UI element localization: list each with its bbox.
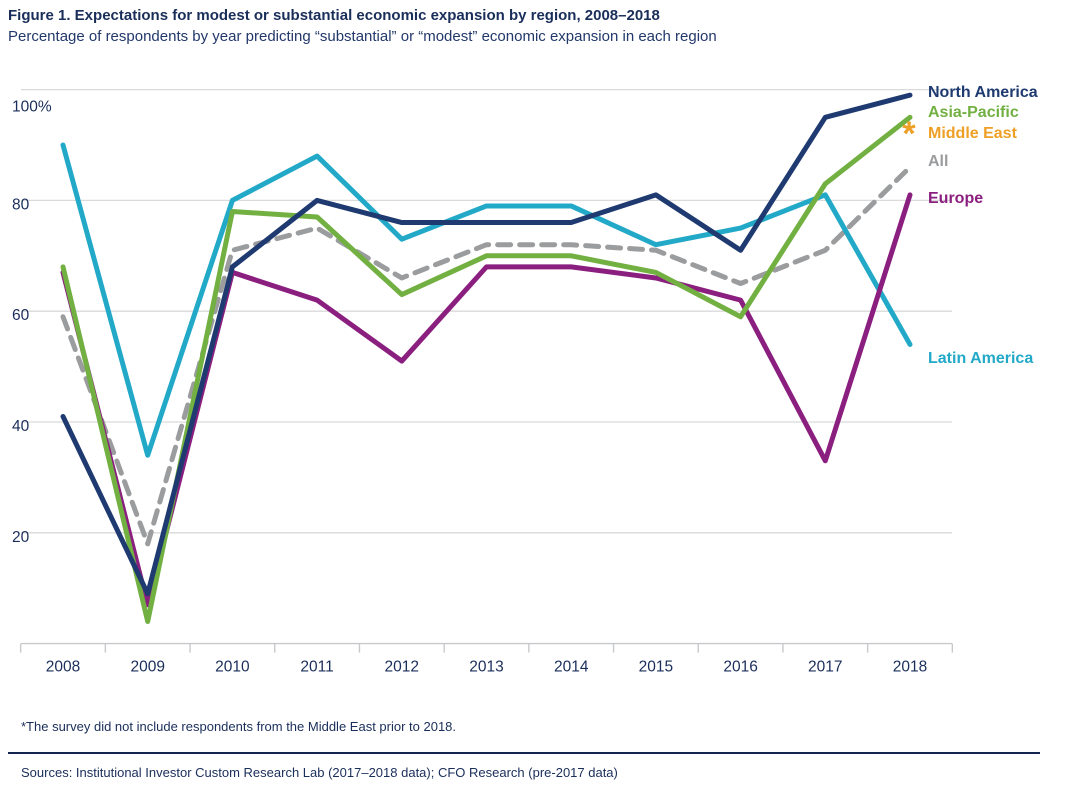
sources-line: Sources: Institutional Investor Custom R… (21, 765, 618, 780)
x-axis-label-2018: 2018 (893, 659, 927, 676)
x-axis-label-2015: 2015 (639, 659, 673, 676)
x-axis-label-2017: 2017 (808, 659, 842, 676)
x-axis-label-2013: 2013 (469, 659, 503, 676)
series-line-latin-america (60, 142, 913, 458)
x-axis-label-2011: 2011 (300, 659, 333, 676)
y-axis-label-60: 60 (12, 307, 30, 324)
figure-title: Figure 1. Expectations for modest or sub… (8, 7, 660, 24)
legend-label-north-america: North America (928, 84, 1038, 101)
figure-subtitle: Percentage of respondents by year predic… (8, 28, 717, 45)
footer-divider (8, 752, 1040, 754)
x-axis-label-2016: 2016 (723, 659, 757, 676)
y-axis-label-20: 20 (12, 529, 30, 546)
x-axis-label-2008: 2008 (46, 659, 80, 676)
chart-footnote: *The survey did not include respondents … (21, 719, 457, 734)
legend-label-latin-america: Latin America (928, 350, 1033, 367)
legend-label-middle-east: Middle East (928, 125, 1018, 142)
middle-east-marker: * (902, 115, 916, 153)
x-axis-label-2012: 2012 (385, 659, 419, 676)
legend-label-all: All (928, 153, 948, 170)
x-axis-label-2014: 2014 (554, 659, 589, 676)
y-axis-label-40: 40 (12, 418, 30, 435)
x-axis-label-2010: 2010 (215, 659, 250, 676)
x-axis-label-2009: 2009 (130, 659, 164, 676)
legend-label-asia-pacific: Asia-Pacific (928, 104, 1019, 121)
y-axis-label-100: 100% (12, 99, 52, 116)
line-chart: 100% 80 60 40 20 2008 2009 2010 2011 2012 2013 2014… (0, 60, 1065, 705)
y-axis-label-80: 80 (12, 196, 30, 213)
series-line-asia-pacific (60, 114, 913, 624)
series-line-north-america (60, 92, 913, 597)
chart-canvas: 100% 80 60 40 20 2008 2009 2010 2011 2012 2013 2014… (12, 84, 1038, 676)
figure-header: Figure 1. Expectations for modest or sub… (8, 6, 1008, 48)
legend-label-europe: Europe (928, 190, 983, 207)
